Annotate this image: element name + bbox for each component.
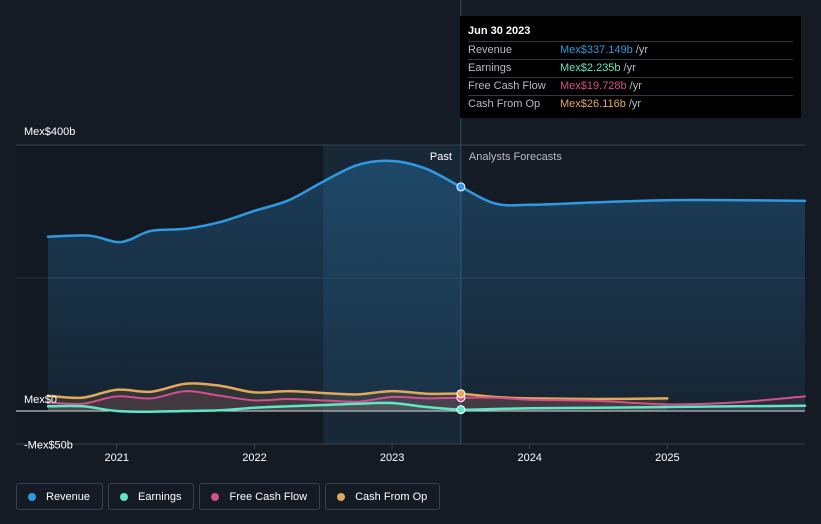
tooltip-unit: /yr — [635, 44, 649, 56]
revenue-dot-icon — [28, 492, 36, 501]
tooltip-label: Cash From Op — [468, 98, 541, 110]
y-tick-label: Mex$0 — [24, 394, 57, 406]
legend-item-earnings[interactable]: Earnings — [108, 483, 195, 510]
tooltip-date: Jun 30 2023 — [468, 25, 531, 37]
tooltip-row-revenue: Revenue Mex$337.149b /yr — [468, 41, 793, 59]
legend-label: Free Cash Flow — [229, 490, 308, 503]
tooltip-row-free-cash-flow: Free Cash Flow Mex$19.728b /yr — [468, 77, 793, 95]
x-tick-label: 2022 — [242, 452, 266, 464]
x-tick-label: 2023 — [380, 452, 404, 464]
x-tick-label: 2024 — [517, 452, 541, 464]
legend-item-revenue[interactable]: Revenue — [16, 483, 104, 510]
free-cash-flow-area — [48, 391, 805, 411]
legend-label: Earnings — [138, 490, 182, 503]
legend-label: Cash From Op — [355, 490, 428, 503]
tooltip-label: Free Cash Flow — [468, 80, 546, 92]
y-tick-label: -Mex$50b — [24, 439, 73, 451]
legend-label: Revenue — [46, 490, 91, 503]
revenue-marker — [456, 182, 466, 192]
tooltip-unit: /yr — [629, 80, 642, 92]
tooltip-label: Revenue — [468, 44, 513, 56]
past-label: Past — [430, 151, 452, 163]
tooltip-unit: /yr — [623, 62, 636, 74]
y-axis: Mex$400b Mex$0 -Mex$50b — [24, 126, 75, 451]
cash-from-op-marker — [456, 389, 466, 399]
tooltip-value: Mex$2.235b — [560, 62, 621, 74]
tooltip-row-cash-from-op: Cash From Op Mex$26.116b /yr — [468, 95, 793, 113]
series-layer — [46, 159, 807, 415]
chart-legend: Revenue Earnings Free Cash Flow Cash Fro… — [16, 483, 441, 510]
tooltip-value: Mex$26.116b — [560, 98, 626, 110]
legend-item-cash-from-op[interactable]: Cash From Op — [325, 483, 441, 510]
revenue-line — [46, 159, 807, 244]
free-cash-flow-line — [47, 390, 806, 406]
tooltip-unit: /yr — [628, 98, 642, 110]
earnings-marker — [456, 405, 466, 415]
tooltip-value: Mex$19.728b — [560, 80, 627, 92]
x-axis: 2021 2022 2023 2024 2025 — [105, 444, 680, 464]
y-tick-label: Mex$400b — [24, 126, 75, 138]
tooltip-row-earnings: Earnings Mex$2.235b /yr — [468, 59, 793, 77]
tooltip-label: Earnings — [468, 62, 512, 74]
forecast-label: Analysts Forecasts — [469, 151, 562, 163]
x-tick-label: 2021 — [105, 452, 129, 464]
legend-item-free-cash-flow[interactable]: Free Cash Flow — [199, 483, 321, 510]
cash-from-op-area — [48, 383, 668, 411]
free-cash-flow-dot-icon — [211, 492, 220, 501]
data-tooltip: Jun 30 2023 Revenue Mex$337.149b /yr Ear… — [460, 16, 801, 118]
earnings-dot-icon — [120, 492, 129, 501]
tooltip-value: Mex$337.149b — [560, 44, 633, 56]
cash-from-op-dot-icon — [337, 492, 346, 501]
revenue-area — [48, 160, 805, 411]
x-tick-label: 2025 — [655, 452, 679, 464]
earnings-line — [46, 401, 807, 413]
